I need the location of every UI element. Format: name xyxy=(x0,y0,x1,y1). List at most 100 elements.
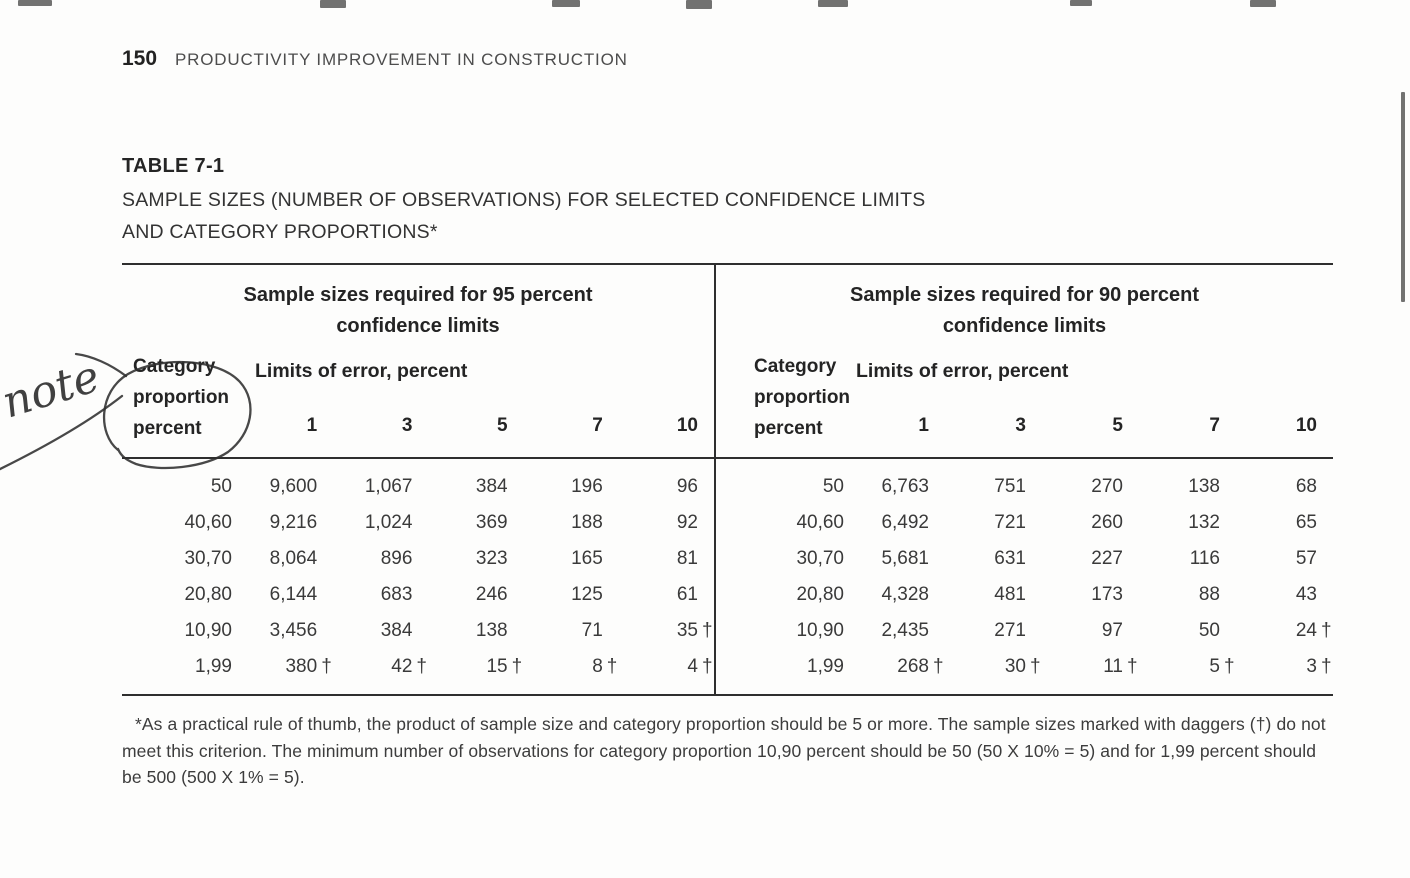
page-header: 150 PRODUCTIVITY IMPROVEMENT IN CONSTRUC… xyxy=(122,47,628,71)
running-header: PRODUCTIVITY IMPROVEMENT IN CONSTRUCTION xyxy=(175,50,628,69)
value-cell: 42 † xyxy=(333,649,428,685)
value-cell: 9,600 xyxy=(269,476,318,498)
error-col-header: 5 xyxy=(1112,415,1123,437)
table-row: 50 9,600 1,067 384 196 96 xyxy=(122,469,714,505)
group-header-95-line1: Sample sizes required for 95 percent xyxy=(243,284,593,307)
limits-of-error-header: Limits of error, percent xyxy=(255,360,468,383)
value-cell: 369 xyxy=(475,512,508,534)
dagger-mark: † xyxy=(1321,656,1332,678)
table-row: 30,70 5,681 631 227 116 57 xyxy=(716,541,1333,577)
table-row: 50 6,763 751 270 138 68 xyxy=(716,469,1333,505)
table-row: 20,80 6,144 683 246 125 61 xyxy=(122,577,714,613)
value-cell: 2,435 xyxy=(881,620,929,642)
annotation-pointer-line xyxy=(0,394,124,471)
error-col-header: 3 xyxy=(1015,415,1026,437)
scan-artifact xyxy=(1070,0,1092,6)
scan-artifact xyxy=(320,0,346,8)
category-cell: 40,60 xyxy=(796,512,844,534)
value-cell: 380 † xyxy=(238,649,333,685)
table-row: 40,60 6,492 721 260 132 65 xyxy=(716,505,1333,541)
dagger-mark: † xyxy=(1224,656,1235,678)
dagger-mark: † xyxy=(1127,656,1138,678)
annotation-circle-tail xyxy=(74,352,128,378)
value-cell: 631 xyxy=(994,548,1026,570)
value-cell: 1,067 xyxy=(364,476,413,498)
table-body: Sample sizes required for 95 percent con… xyxy=(122,263,1333,697)
table-title-line2: AND CATEGORY PROPORTIONS* xyxy=(122,220,438,243)
error-column-headers: 1 3 5 7 10 xyxy=(848,414,1333,438)
value-cell: 4 † xyxy=(619,649,714,685)
dagger-mark: † xyxy=(321,656,332,678)
limits-of-error-header: Limits of error, percent xyxy=(856,360,1069,383)
value-cell: 68 xyxy=(1295,476,1317,498)
value-cell: 173 xyxy=(1091,584,1123,606)
value-cell: 138 xyxy=(1188,476,1220,498)
value-cell: 323 xyxy=(475,548,508,570)
value-cell: 43 xyxy=(1295,584,1317,606)
table-row: 10,90 2,435 271 97 50 24 † xyxy=(716,613,1333,649)
value-cell: 8 † xyxy=(524,649,619,685)
value-cell: 271 xyxy=(994,620,1026,642)
dagger-mark: † xyxy=(606,656,618,678)
value-cell: 384 xyxy=(475,476,508,498)
value-cell: 116 xyxy=(1189,548,1220,570)
value-cell: 61 xyxy=(676,584,698,606)
error-column-headers: 1 3 5 7 10 xyxy=(238,414,714,438)
value-cell: 268 † xyxy=(848,649,945,685)
category-cell: 20,80 xyxy=(184,584,232,606)
category-cell: 20,80 xyxy=(796,584,844,606)
category-cell: 1,99 xyxy=(807,656,844,678)
note-text: note xyxy=(0,351,105,429)
value-cell: 246 xyxy=(475,584,508,606)
group-header-90-line1: Sample sizes required for 90 percent xyxy=(849,284,1200,307)
category-cell: 10,90 xyxy=(796,620,844,642)
error-col-header: 7 xyxy=(592,415,603,437)
category-cell: 50 xyxy=(210,476,232,498)
value-cell: 35 † xyxy=(619,613,714,649)
subheader-90: Category proportion percent Limits of er… xyxy=(716,342,1333,460)
dagger-mark: † xyxy=(416,656,427,678)
dagger-mark: † xyxy=(1321,620,1332,642)
value-cell: 5,681 xyxy=(881,548,929,570)
group-header-90: Sample sizes required for 90 percent con… xyxy=(716,265,1333,342)
data-rows-90: 50 6,763 751 270 138 68 40,60 6,492 721 … xyxy=(716,459,1333,694)
scan-artifact xyxy=(18,0,52,6)
dagger-mark: † xyxy=(933,656,944,678)
value-cell: 5 † xyxy=(1139,649,1236,685)
value-cell: 24 † xyxy=(1236,613,1333,649)
table-row: 40,60 9,216 1,024 369 188 92 xyxy=(122,505,714,541)
table-label: TABLE 7-1 xyxy=(122,155,225,177)
value-cell: 751 xyxy=(994,476,1026,498)
error-col-header: 3 xyxy=(401,415,413,437)
value-cell: 683 xyxy=(380,584,413,606)
table-row: 1,99 380 † 42 † 15 † 8 † 4 † xyxy=(122,649,714,685)
value-cell: 92 xyxy=(676,512,698,534)
value-cell: 6,492 xyxy=(881,512,929,534)
value-cell: 97 xyxy=(1101,620,1123,642)
value-cell: 138 xyxy=(475,620,508,642)
value-cell: 6,144 xyxy=(269,584,318,606)
error-col-header: 10 xyxy=(1295,415,1317,437)
group-header-95: Sample sizes required for 95 percent con… xyxy=(122,265,714,342)
table-row: 1,99 268 † 30 † 11 † 5 † 3 † xyxy=(716,649,1333,685)
scan-artifact xyxy=(818,0,848,7)
value-cell: 132 xyxy=(1188,512,1220,534)
table-half-90-percent: Sample sizes required for 90 percent con… xyxy=(716,265,1333,694)
dagger-mark: † xyxy=(701,656,713,678)
subheader-95: Category proportion percent Limits of er… xyxy=(122,342,714,460)
value-cell: 57 xyxy=(1295,548,1317,570)
value-cell: 1,024 xyxy=(364,512,413,534)
table-row: 10,90 3,456 384 138 71 35 † xyxy=(122,613,714,649)
value-cell: 3 † xyxy=(1236,649,1333,685)
error-col-header: 1 xyxy=(306,415,318,437)
table-half-95-percent: Sample sizes required for 95 percent con… xyxy=(122,265,716,695)
category-cell: 30,70 xyxy=(184,548,232,570)
value-cell: 65 xyxy=(1295,512,1317,534)
value-cell: 6,763 xyxy=(881,476,929,498)
dagger-mark: † xyxy=(701,620,713,642)
table-row: 20,80 4,328 481 173 88 43 xyxy=(716,577,1333,613)
data-rows-95: 50 9,600 1,067 384 196 96 40,60 9,216 1,… xyxy=(122,459,714,694)
dagger-mark: † xyxy=(511,656,523,678)
value-cell: 721 xyxy=(994,512,1026,534)
value-cell: 88 xyxy=(1198,584,1220,606)
